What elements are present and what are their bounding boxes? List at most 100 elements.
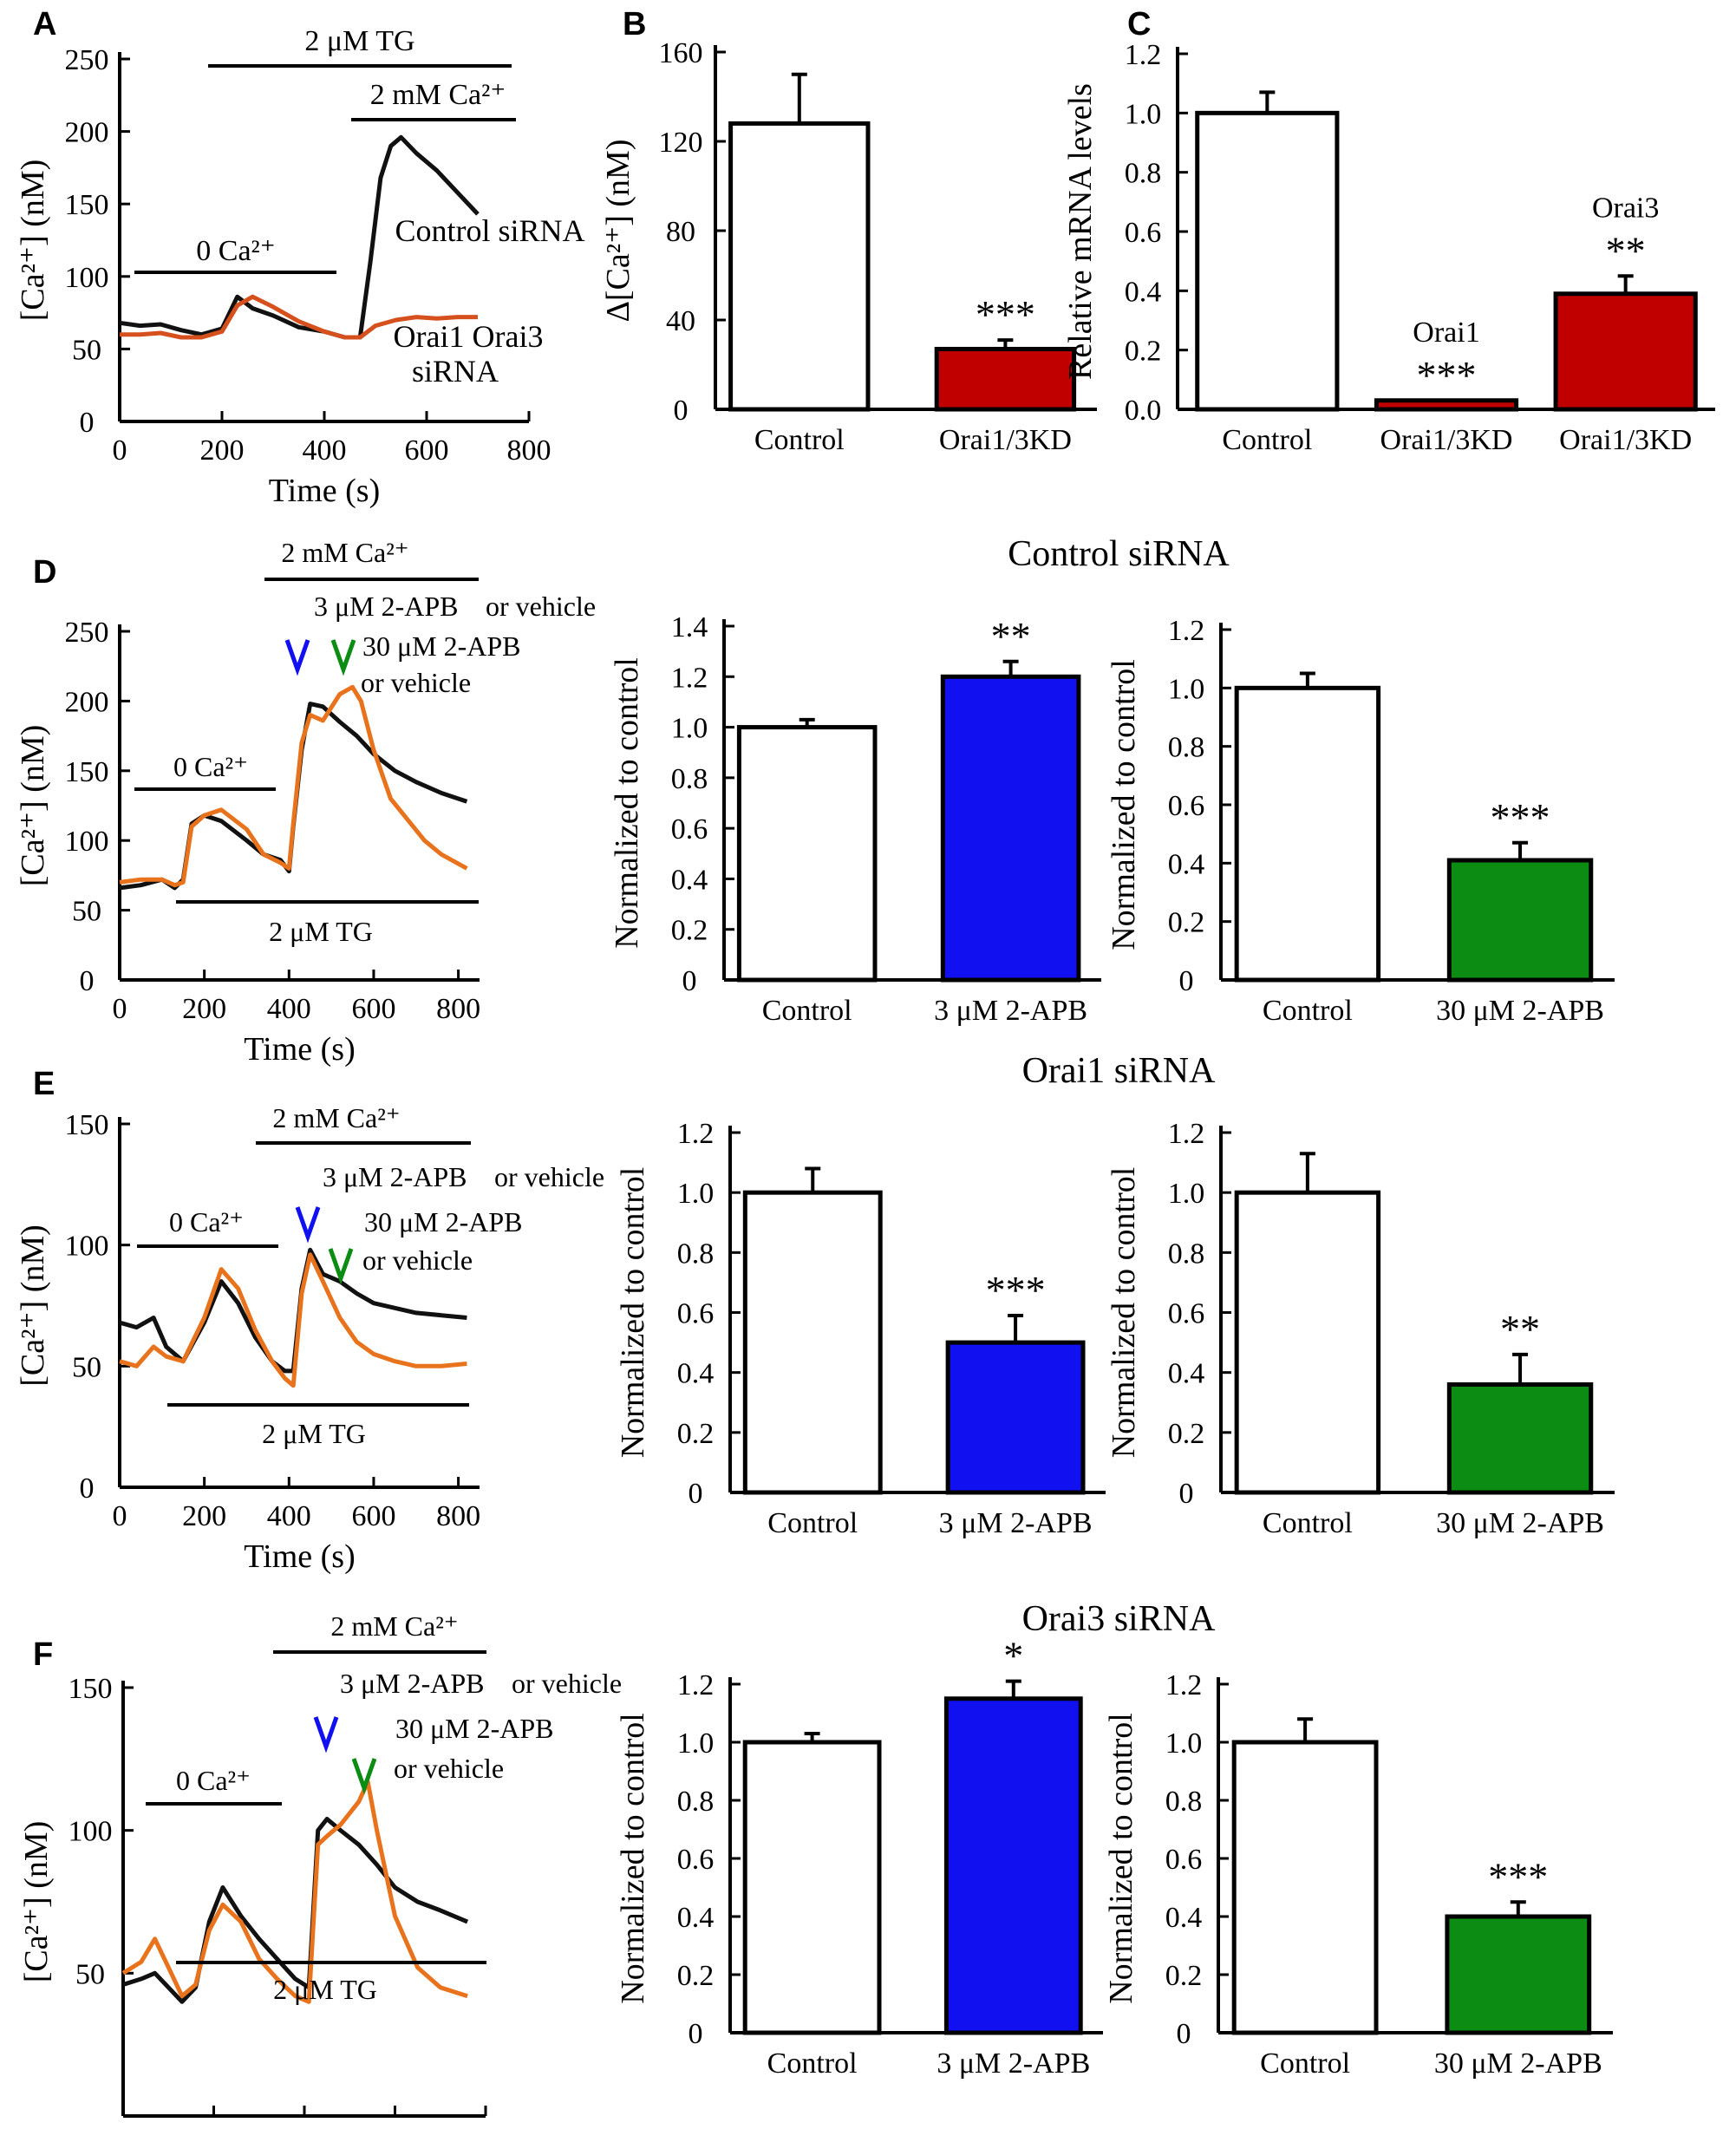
significance-stars: ** xyxy=(1500,1307,1540,1351)
y-axis-title: Normalized to control xyxy=(609,657,645,949)
y-tick-label: 0.8 xyxy=(1168,1238,1205,1270)
panel-label: D xyxy=(33,554,56,591)
y-tick-label: 0.0 xyxy=(1125,395,1162,427)
arrow-30um-2apb xyxy=(328,1248,354,1285)
x-category-label: Orai1/3KD xyxy=(1380,424,1513,456)
significance-stars: ** xyxy=(991,614,1031,658)
panel-label: A xyxy=(33,6,56,42)
y-tick-label: 50 xyxy=(72,1351,101,1383)
chart-d_bar2: 0 0.2 0.4 0.6 0.8 1.0 1.2 Normalized to control… xyxy=(1106,615,1615,1027)
y-tick-label: 50 xyxy=(75,1958,105,1990)
y-tick-label: 0 xyxy=(80,1473,95,1505)
y-axis-title: Δ[Ca²⁺] (nM) xyxy=(600,139,636,322)
y-tick-label: 1.4 xyxy=(671,611,708,643)
label-3um-vehicle: or vehicle xyxy=(486,591,596,622)
y-tick-label: 100 xyxy=(65,262,109,294)
y-tick-label: 100 xyxy=(65,826,109,858)
x-tick-label: 0 xyxy=(113,1500,127,1532)
y-tick-label: 0.4 xyxy=(1165,1902,1203,1934)
label-zero-ca: 0 Ca²⁺ xyxy=(173,751,248,782)
y-tick-label: 50 xyxy=(72,896,101,928)
label-zero-ca: 0 Ca²⁺ xyxy=(169,1206,244,1238)
trace-series-1 xyxy=(119,684,468,888)
chart-c: 0.0 0.2 0.4 0.6 0.8 1.0 1.2 Relative mRNA level… xyxy=(1062,6,1715,456)
significance-stars: * xyxy=(1003,1634,1023,1678)
chart-d_trace: 0 50 100 150 200 250 0 200 400 600 800 Time (s) [Ca²… xyxy=(15,537,596,1068)
trace-series-1 xyxy=(119,1252,467,1388)
x-tick-label: 0 xyxy=(113,434,127,467)
bar xyxy=(1374,398,1519,412)
label-zero-ca: 0 Ca²⁺ xyxy=(176,1765,251,1796)
y-tick-label: 100 xyxy=(65,1231,109,1263)
x-tick-label: 600 xyxy=(351,993,395,1025)
row-title-orai3-sirna: Orai3 siRNA xyxy=(1022,1599,1216,1639)
y-tick-label: 1.0 xyxy=(1168,673,1205,705)
x-axis-title: Time (s) xyxy=(269,473,380,509)
label-orai-sirna-2: siRNA xyxy=(412,354,499,389)
bar xyxy=(1553,291,1698,412)
x-category-label: 30 μM 2-APB xyxy=(1434,2047,1602,2080)
y-tick-label: 0.2 xyxy=(677,1418,715,1450)
x-axis-title: Time (s) xyxy=(244,1031,355,1068)
label-30um-2apb: 30 μM 2-APB xyxy=(395,1713,554,1744)
y-axis-title: [Ca²⁺] (nM) xyxy=(15,160,51,322)
label-ca: 2 mM Ca²⁺ xyxy=(272,1102,400,1133)
y-tick-label: 1.2 xyxy=(671,662,708,694)
y-axis-title: Normalized to control xyxy=(1106,1167,1142,1459)
y-tick-label: 0.4 xyxy=(677,1902,715,1934)
chart-f_bar2: 0 0.2 0.4 0.6 0.8 1.0 1.2 Normalized to control… xyxy=(1103,1669,1613,2080)
y-tick-label: 0 xyxy=(1179,965,1194,997)
x-tick-label: 800 xyxy=(436,1500,480,1532)
y-tick-label: 0.4 xyxy=(671,864,708,896)
x-category-label: 30 μM 2-APB xyxy=(1436,995,1604,1027)
y-tick-label: 1.0 xyxy=(1125,98,1162,130)
x-tick-label: 200 xyxy=(182,1500,226,1532)
arrow-30um-2apb xyxy=(330,639,356,676)
y-tick-label: 1.2 xyxy=(1165,1669,1203,1701)
y-axis-title: [Ca²⁺] (nM) xyxy=(15,725,51,887)
y-tick-label: 0 xyxy=(689,2018,703,2050)
chart-e_bar1: 0 0.2 0.4 0.6 0.8 1.0 1.2 Normalized to control… xyxy=(615,1118,1106,1539)
y-tick-label: 0.4 xyxy=(677,1358,715,1390)
y-tick-label: 0.2 xyxy=(677,1960,715,1992)
y-axis-title: Normalized to control xyxy=(1106,659,1142,950)
significance-stars: *** xyxy=(986,1268,1046,1312)
y-tick-label: 0.4 xyxy=(1168,1358,1205,1390)
y-tick-label: 1.2 xyxy=(1125,39,1162,71)
y-tick-label: 0.6 xyxy=(677,1844,715,1876)
label-3um-vehicle: or vehicle xyxy=(512,1668,622,1699)
bar xyxy=(1446,858,1594,983)
label-ca: 2 mM Ca²⁺ xyxy=(281,537,408,568)
arrow-30um-2apb xyxy=(351,1758,377,1795)
y-tick-label: 160 xyxy=(659,37,703,69)
x-tick-label: 600 xyxy=(405,434,449,467)
y-axis-title: Relative mRNA levels xyxy=(1062,83,1099,380)
y-tick-label: 1.0 xyxy=(671,713,708,745)
x-tick-label: 800 xyxy=(436,993,480,1025)
significance-stars: *** xyxy=(976,292,1035,336)
x-tick-label: 400 xyxy=(303,434,347,467)
trace-series-0 xyxy=(119,1247,467,1374)
bar xyxy=(934,346,1077,412)
row-title-control-sirna: Control siRNA xyxy=(1008,534,1230,574)
x-category-label: Control xyxy=(1263,1507,1353,1539)
y-tick-label: 0.6 xyxy=(1125,217,1162,249)
y-tick-label: 250 xyxy=(65,44,109,76)
chart-a: 0 50 100 150 200 250 0 200 400 600 800 Time (s) [Ca²… xyxy=(15,6,585,509)
label-30um-vehicle: or vehicle xyxy=(362,1244,473,1276)
y-tick-label: 120 xyxy=(659,127,703,159)
label-tg: 2 μM TG xyxy=(269,916,373,947)
y-tick-label: 0.2 xyxy=(671,915,708,947)
label-orai-sirna: Orai1 Orai3 xyxy=(394,319,544,354)
y-tick-label: 150 xyxy=(65,189,109,221)
y-tick-label: 0.8 xyxy=(1168,732,1205,764)
y-tick-label: 0.6 xyxy=(671,813,708,846)
label-ca: 2 mM Ca²⁺ xyxy=(370,79,506,111)
y-tick-label: 0.8 xyxy=(677,1786,715,1818)
y-tick-label: 0.6 xyxy=(1165,1844,1203,1876)
label-ca: 2 mM Ca²⁺ xyxy=(330,1610,458,1642)
y-tick-label: 0 xyxy=(1179,1478,1194,1510)
label-3um-vehicle: or vehicle xyxy=(494,1161,604,1192)
x-category-label: Control xyxy=(1263,995,1353,1027)
